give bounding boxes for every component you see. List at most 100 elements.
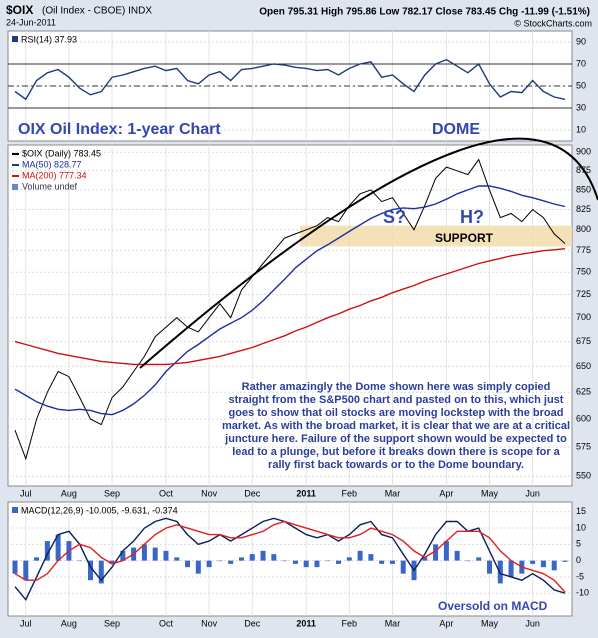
x-tick-label: Oct [159,618,174,628]
x-tick-label: Jul [20,488,32,498]
y-tick-label: 825 [576,204,591,214]
histogram-bar [487,560,493,574]
y-tick-label: 600 [576,413,591,423]
x-tick-label: Aug [61,618,77,628]
legend: MA(200) 777.34 [22,170,87,180]
histogram-bar [540,560,546,568]
legend-swatch [12,184,18,190]
x-tick-label: Aug [61,488,77,498]
x-tick-label: May [481,488,499,498]
y-tick-label: -10 [576,588,589,598]
x-tick-label: Feb [342,618,358,628]
x-tick-label: Apr [439,488,453,498]
date: 24-Jun-2011 [6,17,56,27]
y-tick-label: 675 [576,336,591,346]
x-tick-label: May [481,618,499,628]
histogram-bar [87,560,93,581]
histogram-bar [551,560,557,571]
series-line [14,517,566,601]
y-tick-label: 550 [576,471,591,481]
histogram-bar [34,557,40,561]
symbol-name: (Oil Index - CBOE) INDX [42,6,152,17]
histogram-bar [249,554,255,561]
histogram-bar [44,541,50,561]
x-tick-label: Dec [244,618,261,628]
histogram-bar [443,541,449,561]
y-tick-label: 650 [576,361,591,371]
histogram-bar [400,560,406,574]
histogram-bar [508,560,514,577]
histogram-bar [152,547,158,561]
x-tick-label: Jun [525,618,540,628]
y-tick-label: 0 [576,555,581,565]
histogram-bar [282,560,288,562]
legend-swatch [12,507,18,513]
histogram-bar [476,557,482,561]
series-line [14,185,566,416]
histogram-bar [389,560,395,564]
histogram-bar [174,557,180,561]
x-tick-label: Jul [20,618,32,628]
histogram-bar [368,554,374,561]
annotation: Oversold on MACD [438,599,548,613]
y-tick-label: 5 [576,539,581,549]
legend: MA(50) 828.77 [22,159,82,169]
series-line [14,520,566,593]
support-band [300,225,572,247]
histogram-bar [109,560,115,564]
histogram-bar [325,560,331,562]
credit: © StockCharts.com [514,18,592,28]
y-tick-label: 625 [576,387,591,397]
x-tick-label: Feb [342,488,358,498]
x-tick-label: Dec [244,488,261,498]
histogram-bar [422,557,428,561]
note: Rather amazingly the Dome shown here was… [221,381,571,471]
histogram-bar [23,560,29,581]
x-tick-label: Nov [201,618,218,628]
histogram-bar [497,560,503,584]
histogram-bar [357,550,363,561]
y-tick-label: 800 [576,224,591,234]
histogram-bar [217,560,223,562]
histogram-bar [465,560,471,562]
histogram-bar [292,560,298,564]
annotation: DOME [432,121,480,138]
histogram-bar [195,560,201,574]
histogram-bar [562,560,568,562]
quote: Open 795.31 High 795.86 Low 782.17 Close… [259,7,590,18]
y-tick-label: 15 [576,506,586,516]
histogram-bar [12,560,18,574]
histogram-bar [98,560,104,584]
legend: Volume undef [22,181,78,191]
y-tick-label: 700 [576,312,591,322]
x-tick-label: Nov [201,488,218,498]
histogram-bar [379,560,385,564]
y-tick-label: 775 [576,245,591,255]
histogram-bar [271,554,277,561]
histogram-bar [336,560,342,564]
support-label: SUPPORT [435,231,494,245]
series-line [14,248,566,366]
histogram-bar [185,560,191,568]
y-tick-label: -5 [576,571,584,581]
x-tick-label: 2011 [296,488,316,498]
annotation: S? [383,207,406,227]
histogram-bar [55,534,61,561]
histogram-bar [141,544,147,561]
histogram-bar [454,550,460,561]
annotation: H? [460,207,484,227]
x-tick-label: Mar [385,488,401,498]
annotation: OIX Oil Index: 1-year Chart [18,121,221,138]
y-tick-label: 50 [576,80,586,90]
series-line [14,158,566,461]
series-line [14,58,566,101]
y-tick-label: 850 [576,184,591,194]
histogram-bar [206,560,212,568]
y-tick-label: 725 [576,289,591,299]
y-tick-label: 90 [576,36,586,46]
histogram-bar [260,550,266,561]
histogram-bar [77,560,83,562]
histogram-bar [238,557,244,561]
